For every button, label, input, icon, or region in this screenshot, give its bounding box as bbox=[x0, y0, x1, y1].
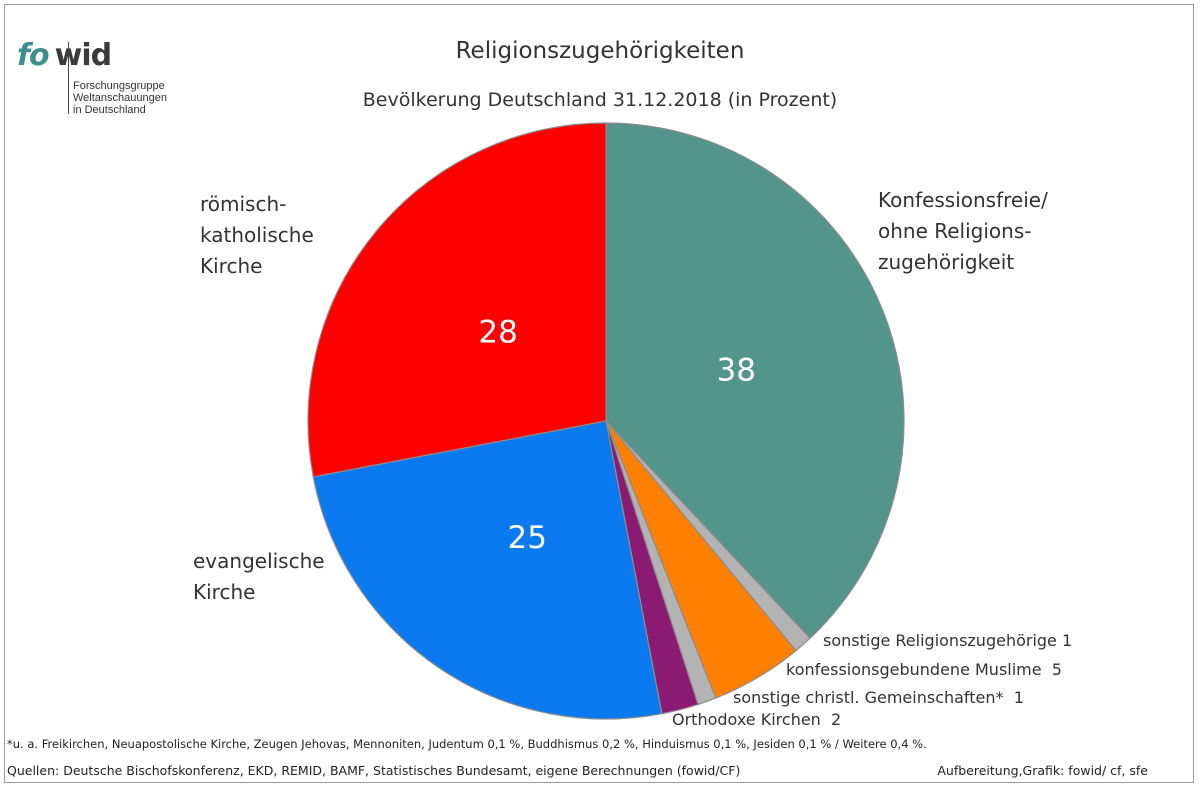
slice-value-label-5: 25 bbox=[508, 520, 547, 556]
footnote: *u. a. Freikirchen, Neuapostolische Kirc… bbox=[7, 737, 927, 751]
label-sonstige-christl: sonstige christl. Gemeinschaften* 1 bbox=[733, 688, 1024, 707]
label-orthodoxe-kirchen-text: Orthodoxe Kirchen bbox=[672, 710, 821, 729]
fowid-logo: fo wid Forschungsgruppe Weltanschauungen … bbox=[17, 38, 167, 124]
label-konfessionsfreie: Konfessionsfreie/ ohne Religions- zugehö… bbox=[878, 188, 1048, 274]
logo-brand-fo: fo bbox=[17, 38, 50, 73]
logo-divider bbox=[68, 42, 69, 114]
sources: Quellen: Deutsche Bischofskonferenz, EKD… bbox=[7, 763, 741, 778]
label-katholische-kirche: römisch- katholische Kirche bbox=[200, 192, 314, 278]
logo-brand-wid: wid bbox=[54, 38, 112, 73]
label-sonstige-religionszugehoerige-text: sonstige Religionszugehörige bbox=[823, 631, 1057, 650]
label-sonstige-religionszugehoerige: sonstige Religionszugehörige 1 bbox=[823, 631, 1072, 650]
slice-value-label-6: 28 bbox=[478, 315, 517, 351]
value-sonstige-religionszugehoerige: 1 bbox=[1062, 631, 1073, 650]
logo-line-3: in Deutschland bbox=[73, 104, 146, 116]
credit: Aufbereitung,Grafik: fowid/ cf, sfe bbox=[937, 763, 1148, 778]
logo-line-2: Weltanschauungen bbox=[73, 92, 167, 104]
pie-slice-0 bbox=[605, 122, 905, 640]
chart-frame bbox=[4, 4, 1194, 783]
chart-title: Religionszugehörigkeiten bbox=[455, 38, 745, 64]
value-orthodoxe-kirchen: 2 bbox=[831, 710, 842, 729]
label-orthodoxe-kirchen: Orthodoxe Kirchen 2 bbox=[672, 710, 841, 729]
slice-value-label-0: 38 bbox=[716, 352, 755, 388]
value-muslime: 5 bbox=[1051, 660, 1062, 679]
label-muslime-text: konfessionsgebundene Muslime bbox=[786, 660, 1042, 679]
pie-slice-5 bbox=[312, 420, 663, 720]
label-evangelische-kirche: evangelische Kirche bbox=[193, 549, 325, 604]
label-muslime: konfessionsgebundene Muslime 5 bbox=[786, 660, 1062, 679]
logo-line-1: Forschungsgruppe bbox=[73, 80, 165, 92]
label-sonstige-christl-text: sonstige christl. Gemeinschaften* bbox=[733, 688, 1004, 707]
value-sonstige-christl: 1 bbox=[1013, 688, 1024, 707]
pie-slice-6 bbox=[307, 122, 607, 478]
logo-wordmark: fo wid bbox=[17, 38, 112, 73]
chart-subtitle: Bevölkerung Deutschland 31.12.2018 (in P… bbox=[362, 89, 838, 111]
